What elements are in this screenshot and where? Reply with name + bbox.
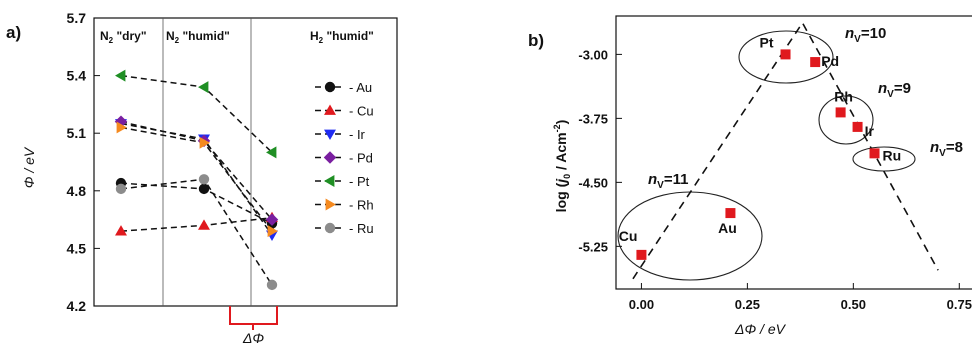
point-label-cu: Cu xyxy=(619,228,638,244)
y-tick-label: 4.2 xyxy=(67,298,87,314)
point-label-ru: Ru xyxy=(883,147,902,163)
panel-a-series xyxy=(114,69,279,291)
x-tick-label: 0.25 xyxy=(735,297,760,312)
legend-label: - Ir xyxy=(349,127,366,142)
y-tick-label: -4.50 xyxy=(578,175,608,190)
legend-label: - Au xyxy=(349,80,372,95)
panel-b-group-labels: nV=10 nV=9 nV=8 nV=11 xyxy=(648,25,963,191)
data-point-rh xyxy=(199,136,210,149)
legend-marker-ru xyxy=(324,222,336,234)
data-point-ir xyxy=(852,121,863,132)
x-tick-label: 0.00 xyxy=(629,297,654,312)
legend-label: - Pd xyxy=(349,151,373,166)
panel-a-legend: - Au - Cu - Ir - Pd - Pt - Rh - Ru xyxy=(315,80,374,236)
series-line-ru xyxy=(120,178,273,286)
legend-marker-pt xyxy=(324,175,335,187)
legend-marker-au xyxy=(324,81,336,93)
legend-marker-ir xyxy=(324,129,336,140)
volcano-line xyxy=(632,21,939,280)
y-tick-label: -5.25 xyxy=(578,239,608,254)
panel-a-axes: 4.2 4.5 4.8 5.1 5.4 5.7 xyxy=(67,10,398,314)
ellipse-rh-ir xyxy=(818,95,874,145)
data-point-ru xyxy=(869,148,880,159)
data-point-ru xyxy=(198,174,210,185)
region-label: H2 "humid" xyxy=(310,29,374,45)
delta-phi-bracket: ΔΦ xyxy=(229,306,278,346)
panel-a-region-labels: N2 "dry" N2 "humid" H2 "humid" xyxy=(100,29,374,45)
data-point-pt xyxy=(266,146,277,159)
legend-label: - Cu xyxy=(349,104,374,119)
bracket-line xyxy=(229,306,278,325)
legend-marker-cu xyxy=(324,104,336,115)
data-point-pt xyxy=(780,49,791,60)
panel-a-label: a) xyxy=(6,23,21,42)
data-point-pt xyxy=(198,81,209,94)
data-point-cu xyxy=(198,219,210,230)
panel-a-frame xyxy=(93,17,398,307)
region-label: N2 "humid" xyxy=(166,29,230,45)
data-point-pd xyxy=(810,57,821,68)
ellipse-pt-pd xyxy=(738,30,834,84)
data-point-ru xyxy=(266,279,278,291)
legend-label: - Ru xyxy=(349,221,374,236)
panel-b-xlabel: ΔΦ / eV xyxy=(734,321,787,337)
series-line-ir xyxy=(120,122,273,236)
panel-b-ylabel: log (j0 / Acm-2) xyxy=(552,120,572,213)
data-point-au xyxy=(725,208,736,219)
point-label-pt: Pt xyxy=(760,34,774,50)
panel-b-group-ellipses xyxy=(617,30,916,281)
series-line-pd xyxy=(120,120,273,221)
y-tick-label: -3.75 xyxy=(578,111,608,126)
data-point-cu xyxy=(115,225,127,236)
group-label: nV=8 xyxy=(930,139,963,159)
panel-b-axes: -3.00 -3.75 -4.50 -5.25 0.00 0.25 0.50 0.75 xyxy=(578,15,972,312)
panel-b-frame xyxy=(615,15,972,290)
data-point-rh xyxy=(835,107,846,118)
legend-label: - Rh xyxy=(349,198,374,213)
panel-b-label: b) xyxy=(528,31,544,50)
region-label: N2 "dry" xyxy=(100,29,147,45)
group-label: nV=9 xyxy=(878,80,911,100)
bracket-label: ΔΦ xyxy=(242,330,264,346)
data-point-ru xyxy=(115,183,127,195)
y-tick-label: 5.4 xyxy=(67,68,87,84)
group-label: nV=10 xyxy=(845,25,886,45)
data-point-rh xyxy=(116,121,127,134)
data-point-pt xyxy=(115,69,126,82)
ellipse-cu-au xyxy=(617,191,763,281)
panel-a-ylabel: Φ / eV xyxy=(21,146,37,188)
x-tick-label: 0.50 xyxy=(841,297,866,312)
legend-marker-rh xyxy=(325,198,336,211)
y-tick-label: 4.8 xyxy=(67,183,87,199)
point-label-pd: Pd xyxy=(821,53,839,69)
y-tick-label: 5.7 xyxy=(67,10,87,26)
legend-label: - Pt xyxy=(349,174,370,189)
series-line-rh xyxy=(120,126,273,232)
series-line-cu xyxy=(120,216,273,232)
data-point-pd xyxy=(265,213,279,226)
panel-b: b) -3.00-3.75-4.50-5.250.00 0.25 0.50 0.75 … xyxy=(528,15,972,337)
point-label-rh: Rh xyxy=(834,88,853,104)
point-label-au: Au xyxy=(718,220,737,236)
point-label-ir: Ir xyxy=(865,123,875,139)
panel-a: a) 4.2 4.5 4.8 5.1 5.4 5.7 N2 "dry" N2 "humid"… xyxy=(6,10,398,346)
panel-b-points: Cu Au Pt Pd Rh Ir Ru xyxy=(619,34,902,260)
data-point-au xyxy=(198,183,210,195)
x-tick-label: 0.75 xyxy=(947,297,972,312)
y-tick-label: 4.5 xyxy=(67,240,87,256)
group-label: nV=11 xyxy=(648,171,688,191)
y-tick-label: 5.1 xyxy=(67,125,87,141)
data-point-rh xyxy=(267,225,278,238)
series-line-pt xyxy=(120,74,273,153)
data-point-cu xyxy=(636,249,647,260)
legend-marker-pd xyxy=(323,151,337,164)
y-tick-label: -3.00 xyxy=(578,47,608,62)
